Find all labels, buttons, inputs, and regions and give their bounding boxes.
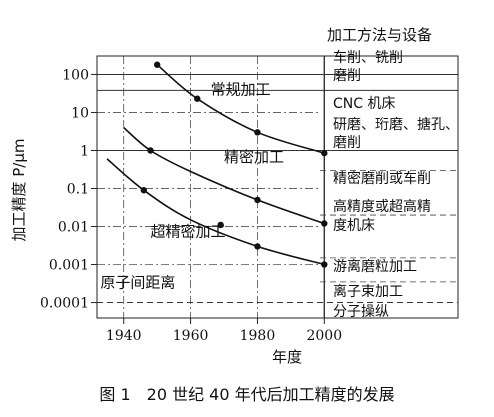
x-tick-label-1960: 1960 (173, 328, 209, 344)
legend-item-1-line-2: 磨削 (333, 68, 361, 84)
series-2-point-1 (147, 147, 154, 154)
series-1-point-1 (153, 61, 161, 68)
region-label-1: 常规加工 (211, 80, 271, 98)
y-tick-label-1: 1 (80, 143, 89, 159)
series-3-point-1 (140, 187, 147, 194)
legend-item-4-line-1: 精密磨削或车削 (333, 170, 431, 187)
grid-layer (97, 56, 458, 318)
series-3-point-4 (321, 261, 328, 268)
series-2-point-2 (254, 196, 261, 204)
series-3-point-2 (217, 221, 224, 229)
x-tick-label-1940: 1940 (106, 328, 142, 344)
y-tick-label-10: 10 (71, 105, 89, 121)
legend-item-1-line-1: 车削、铣削 (333, 49, 403, 66)
region-label-4: 原子间距离 (100, 273, 175, 291)
series-1-point-3 (254, 129, 261, 136)
y-tick-label-100: 100 (62, 67, 89, 83)
legend-item-6-line-1: 游离磨粒加工 (333, 258, 417, 275)
region-label-3: 超精密加工 (150, 222, 225, 240)
series-3-point-3 (254, 243, 261, 250)
x-axis-label: 年度 (272, 348, 302, 366)
legend-item-7-line-1: 离子束加工 (333, 283, 403, 300)
series-line-3 (106, 158, 325, 266)
axes-layer: 1940 1960 1980 2000 100 10 1 0.1 0.01 0.001 0.0001 (40, 55, 459, 344)
legend-item-5-line-1: 高精度或超高精 (333, 198, 431, 215)
legend-item-3-line-1: 研磨、珩磨、搪孔、 (333, 117, 459, 133)
legend-item-3-line-2: 磨削 (333, 135, 361, 151)
y-tick-label-0.1: 0.1 (67, 182, 89, 198)
x-tick-label-1980: 1980 (240, 328, 276, 344)
series-2-point-3 (321, 220, 328, 227)
legend-title: 加工方法与设备 (327, 26, 432, 44)
series-line-2 (123, 126, 325, 225)
y-tick-label-0.0001: 0.0001 (40, 296, 89, 312)
x-tick-label-2000: 2000 (306, 328, 342, 344)
legend-item-2-line-1: CNC 机床 (333, 96, 395, 112)
figure-caption: 图 1 20 世纪 40 年代后加工精度的发展 (99, 385, 394, 404)
region-label-2: 精密加工 (224, 148, 284, 166)
series-1-point-2 (194, 95, 201, 102)
series-1-point-4 (321, 149, 328, 157)
series-line-1 (156, 64, 325, 154)
legend-item-8-line-1: 分子操纵 (333, 304, 389, 320)
y-axis-label: 加工精度 P/μm (10, 138, 28, 241)
y-tick-label-0.01: 0.01 (58, 220, 89, 236)
plot-frame (96, 55, 459, 319)
legend-item-5-line-2: 度机床 (333, 218, 375, 234)
y-tick-label-0.001: 0.001 (49, 258, 89, 274)
series-layer (106, 61, 328, 268)
